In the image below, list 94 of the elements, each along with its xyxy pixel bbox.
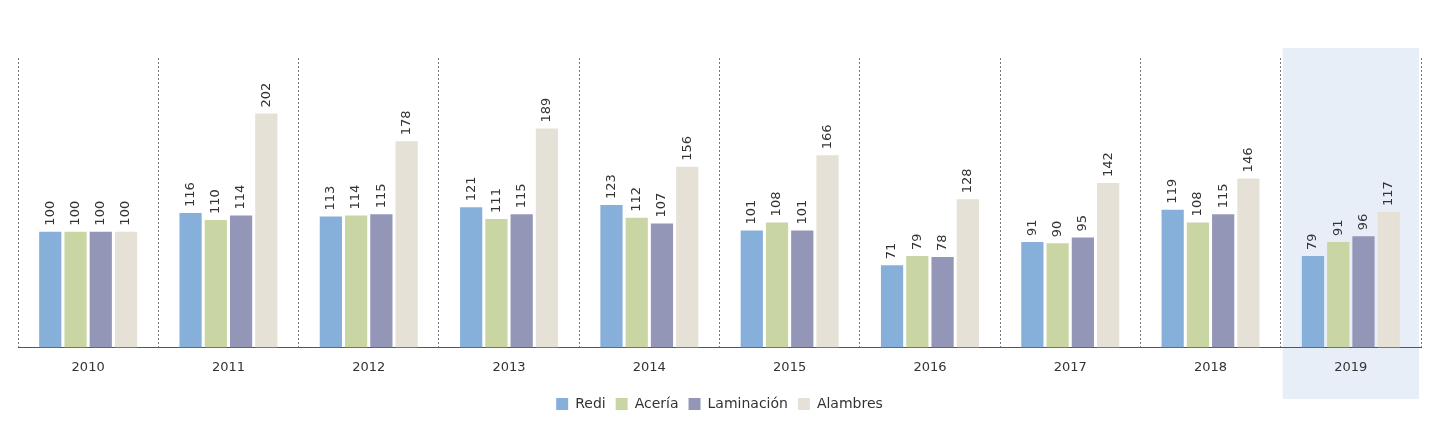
data-label: 95 [1074, 214, 1090, 232]
data-label: 114 [232, 184, 248, 210]
data-label: 115 [513, 183, 529, 209]
legend-label: Redi [575, 394, 606, 411]
bar [319, 216, 342, 348]
bar [395, 141, 418, 348]
legend-label: Laminación [707, 394, 788, 411]
data-label: 110 [207, 189, 223, 215]
bar [460, 207, 483, 348]
bar [1352, 236, 1375, 348]
bar [740, 230, 763, 348]
data-label: 114 [347, 184, 363, 210]
data-label: 189 [538, 97, 554, 123]
data-label: 101 [793, 199, 809, 225]
data-label: 79 [908, 233, 924, 250]
bar [370, 214, 393, 348]
data-label: 116 [181, 182, 197, 208]
data-label: 108 [768, 191, 784, 217]
bar [1097, 183, 1120, 348]
bar [1046, 243, 1069, 348]
x-tick-label: 2015 [773, 358, 807, 374]
bar [1212, 214, 1235, 348]
bar [816, 155, 839, 348]
bar [485, 218, 508, 348]
bar [114, 231, 138, 348]
bar [906, 255, 929, 348]
data-label: 100 [41, 200, 57, 226]
data-label: 128 [959, 168, 975, 194]
data-label: 121 [462, 176, 478, 202]
data-label: 178 [398, 110, 414, 136]
data-label: 146 [1239, 147, 1255, 173]
x-tick-label: 2012 [352, 358, 386, 374]
data-label: 123 [602, 174, 618, 200]
data-label: 142 [1099, 152, 1115, 178]
data-label: 79 [1304, 233, 1320, 250]
bar [956, 199, 979, 348]
bar [791, 230, 814, 348]
bar [204, 220, 227, 348]
data-label: 115 [1214, 183, 1230, 209]
bar [1237, 178, 1260, 348]
bar [179, 213, 202, 348]
data-label: 115 [372, 183, 388, 209]
bar [255, 113, 278, 348]
x-tick-label: 2011 [211, 358, 245, 374]
data-label: 96 [1354, 213, 1370, 231]
bar [1377, 211, 1400, 348]
legend-label: Acería [634, 394, 679, 411]
data-label: 90 [1049, 220, 1064, 238]
data-label: 112 [628, 186, 644, 212]
data-label: 91 [1329, 219, 1345, 237]
data-label: 117 [1380, 181, 1396, 206]
x-tick-label: 2018 [1194, 358, 1228, 374]
x-tick-label: 2013 [492, 358, 526, 374]
bar [1161, 209, 1184, 348]
bar [1021, 242, 1044, 348]
bar [89, 231, 112, 348]
x-tick-label: 2014 [632, 358, 666, 374]
bar [39, 231, 62, 348]
data-label: 156 [678, 135, 694, 161]
bar [676, 166, 699, 348]
bar [229, 215, 253, 348]
bar [1186, 222, 1210, 348]
data-label: 100 [117, 200, 133, 226]
data-label: 166 [818, 124, 834, 150]
data-label: 100 [92, 200, 108, 226]
x-tick-label: 2019 [1334, 358, 1368, 374]
bar [64, 231, 87, 348]
data-label: 107 [653, 192, 669, 218]
data-label: 111 [487, 188, 503, 213]
bar [880, 265, 904, 348]
data-label: 100 [66, 200, 82, 226]
data-label: 108 [1189, 191, 1205, 217]
bar [1301, 255, 1325, 348]
bar [1071, 237, 1094, 348]
bar [765, 222, 789, 348]
data-label: 119 [1164, 178, 1180, 204]
bar [625, 217, 648, 348]
x-tick-label: 2017 [1053, 358, 1087, 374]
data-label: 71 [883, 242, 899, 260]
bar [345, 215, 368, 348]
data-label: 101 [743, 199, 759, 225]
bar [600, 205, 623, 348]
bar [1327, 242, 1350, 348]
data-label: 91 [1023, 219, 1039, 237]
bar [931, 257, 954, 348]
bar [510, 214, 533, 348]
bar [535, 128, 559, 348]
x-tick-label: 2016 [913, 358, 947, 374]
x-tick-label: 2010 [71, 358, 105, 374]
data-label: 113 [322, 185, 338, 211]
legend-label: Alambres [816, 394, 883, 411]
bar [650, 223, 674, 348]
data-label: 78 [933, 234, 949, 252]
data-label: 202 [257, 82, 273, 108]
